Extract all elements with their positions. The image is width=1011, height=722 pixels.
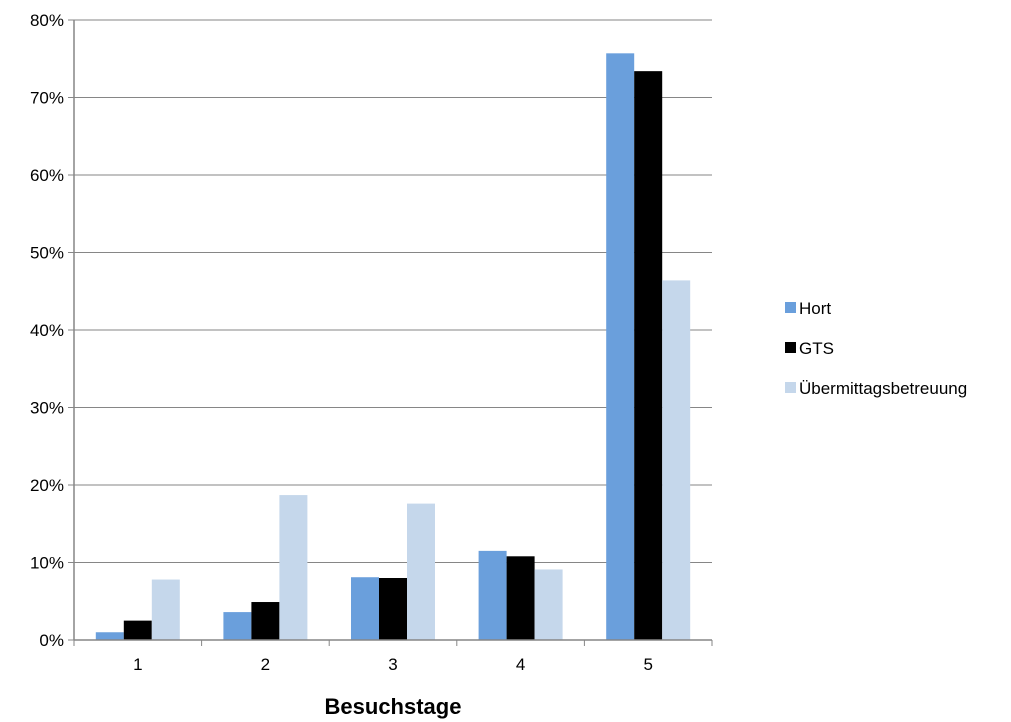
legend: Hort GTS Übermittagsbetreuung <box>785 299 967 398</box>
x-tick-label: 2 <box>261 655 270 674</box>
bar-hort-5 <box>606 53 635 640</box>
x-tick-label: 3 <box>388 655 397 674</box>
legend-swatch <box>785 382 796 393</box>
legend-swatch <box>785 302 796 313</box>
bar-hort-3 <box>351 577 379 640</box>
x-axis-title: Besuchstage <box>325 694 462 719</box>
y-tick-label: 80% <box>30 11 64 30</box>
legend-label: Übermittagsbetreuung <box>799 379 967 398</box>
y-tick-labels: 0% 10% 20% 30% 40% 50% 60% 70% 80% <box>30 11 64 650</box>
x-tick-label: 4 <box>516 655 525 674</box>
x-tick-labels: 1 2 3 4 5 <box>73 640 713 674</box>
legend-label: GTS <box>799 339 834 358</box>
y-tick-label: 30% <box>30 399 64 418</box>
x-tick-label: 5 <box>643 655 652 674</box>
bar-gts-4 <box>506 556 535 640</box>
bar--bermittagsbetreuung-5 <box>662 280 691 640</box>
x-tick-label: 1 <box>133 655 142 674</box>
y-tick-label: 40% <box>30 321 64 340</box>
bar-hort-2 <box>223 612 252 640</box>
y-tick-label: 20% <box>30 476 64 495</box>
bars <box>95 53 691 640</box>
bar-hort-1 <box>95 632 124 640</box>
axes <box>73 20 712 641</box>
y-tick-label: 50% <box>30 244 64 263</box>
bar-gts-1 <box>123 620 152 640</box>
bar--bermittagsbetreuung-3 <box>407 503 435 640</box>
y-tick-label: 0% <box>39 631 64 650</box>
bar--bermittagsbetreuung-4 <box>534 569 563 640</box>
bar-hort-4 <box>478 550 507 640</box>
legend-swatch <box>785 342 796 353</box>
legend-label: Hort <box>799 299 831 318</box>
bar--bermittagsbetreuung-2 <box>279 495 308 640</box>
y-tick-label: 70% <box>30 89 64 108</box>
gridlines <box>68 19 712 641</box>
y-tick-label: 60% <box>30 166 64 185</box>
bar-gts-2 <box>251 602 280 640</box>
bar--bermittagsbetreuung-1 <box>151 579 180 640</box>
bar-gts-3 <box>379 578 407 640</box>
bar-gts-5 <box>634 71 663 640</box>
y-tick-label: 10% <box>30 554 64 573</box>
